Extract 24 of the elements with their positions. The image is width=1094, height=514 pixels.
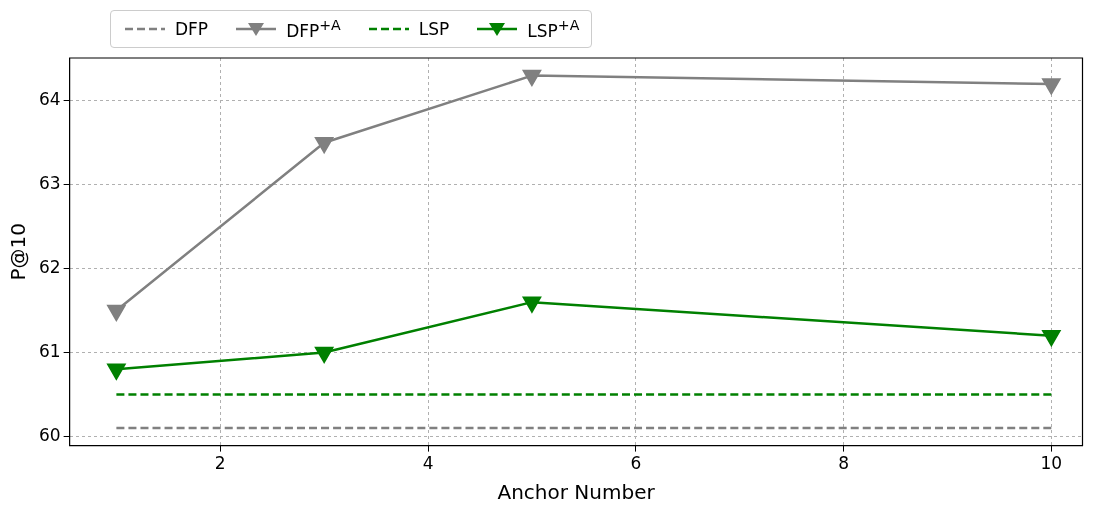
point xyxy=(315,346,334,363)
y-axis-title: P@10 xyxy=(6,223,31,281)
point xyxy=(107,363,126,380)
point xyxy=(315,136,334,153)
y-tick-label: 64 xyxy=(38,89,61,110)
point xyxy=(522,296,541,313)
point xyxy=(107,304,126,321)
point xyxy=(1042,329,1061,346)
x-tick-label: 10 xyxy=(1040,453,1063,474)
y-tick-label: 62 xyxy=(38,257,61,277)
y-tick-label: 63 xyxy=(38,173,61,194)
x-tick-label: 6 xyxy=(630,453,642,474)
y-tick-label: 60 xyxy=(38,424,61,445)
x-tick-label: 2 xyxy=(214,453,226,474)
legend-label: LSP$^{+A}$ xyxy=(527,17,580,41)
x-axis-title: Anchor Number xyxy=(497,480,656,505)
legend-label: DFP xyxy=(175,18,209,39)
point xyxy=(522,69,541,86)
legend-label: LSP xyxy=(418,18,450,39)
x-tick-label: 8 xyxy=(838,453,849,474)
legend-label: DFP$^{+A}$ xyxy=(286,17,341,41)
point xyxy=(1042,78,1061,95)
x-tick-label: 4 xyxy=(422,453,434,474)
y-tick-label: 61 xyxy=(38,340,61,361)
